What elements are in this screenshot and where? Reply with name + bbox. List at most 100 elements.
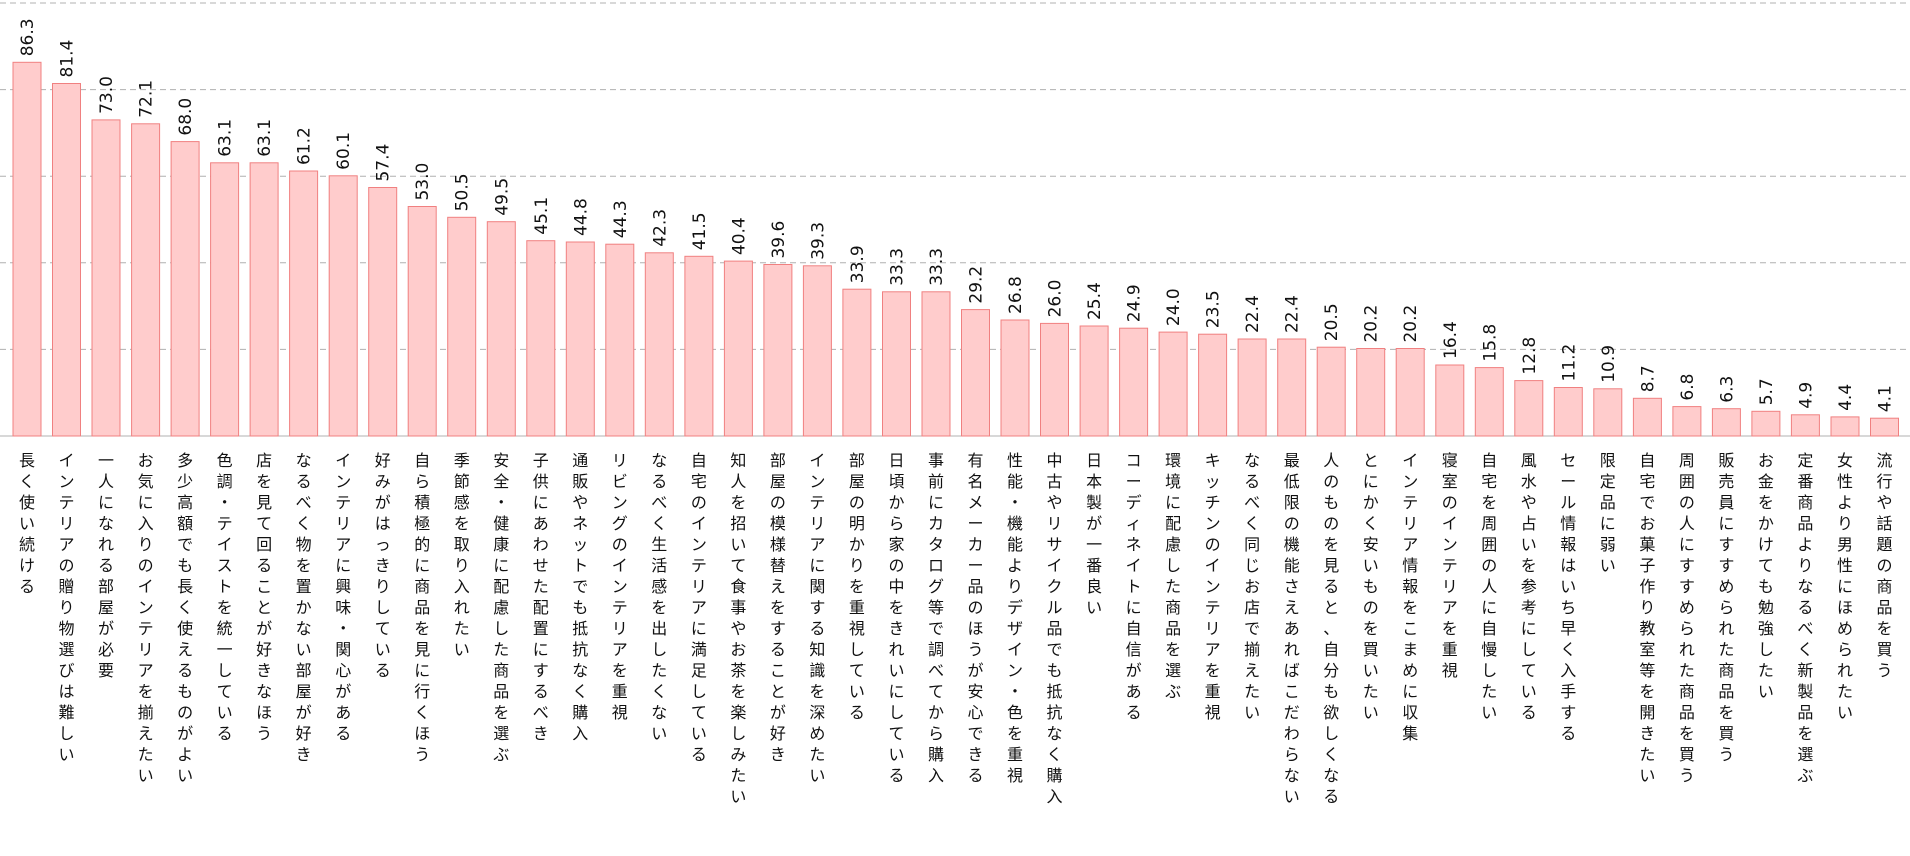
- value-label: 26.8: [1006, 276, 1026, 314]
- grid-lines: [0, 2, 1910, 437]
- value-label: 20.2: [1401, 305, 1421, 343]
- category-label: コーディネイトに自信がある: [1126, 451, 1142, 722]
- value-label: 11.2: [1559, 344, 1579, 382]
- category-label: 自宅でお菓子作り教室等を開きたい: [1639, 451, 1655, 785]
- bar: [1830, 416, 1860, 437]
- category-label: 安全・健康に配慮した商品を選ぶ: [493, 451, 509, 764]
- value-label: 63.1: [255, 119, 275, 157]
- bar: [684, 255, 714, 437]
- category-label: 多少高額でも長く使えるものがよい: [177, 451, 193, 785]
- category-label: 人のものを見ると、自分も欲しくなる: [1323, 451, 1339, 806]
- value-label: 81.4: [58, 40, 78, 78]
- category-label: 有名メーカー品のほうが安心できる: [967, 451, 983, 785]
- category-label: お金をかけても勉強したい: [1758, 451, 1774, 701]
- bar: [1356, 348, 1386, 437]
- bar: [882, 291, 911, 437]
- category-label: 色調・テイストを統一している: [217, 451, 233, 743]
- category-label: インテリアの贈り物選びは難しい: [58, 451, 74, 764]
- value-label: 42.3: [650, 209, 670, 247]
- value-label: 60.1: [334, 132, 354, 170]
- bar: [1198, 333, 1228, 437]
- bar: [802, 265, 832, 437]
- category-label: 環境に配慮した商品を選ぶ: [1165, 451, 1181, 701]
- bar: [1158, 331, 1188, 437]
- category-label: リビングのインテリアを重視: [612, 451, 628, 722]
- value-label: 39.3: [808, 222, 828, 260]
- category-label: なるべく物を置かない部屋が好き: [296, 451, 312, 764]
- category-label: 販売員にすすめられた商品を買う: [1718, 451, 1734, 764]
- category-label: 女性より男性にほめられたい: [1837, 451, 1853, 722]
- category-label: 寝室のインテリアを重視: [1442, 451, 1458, 680]
- category-label: インテリア情報をこまめに収集: [1402, 451, 1418, 743]
- bar: [1593, 388, 1623, 437]
- value-label: 6.3: [1717, 376, 1737, 403]
- bar: [1040, 322, 1069, 437]
- bar: [52, 83, 81, 437]
- category-label: 周囲の人にすすめられた商品を買う: [1679, 451, 1695, 785]
- category-label: 季節感を取り入れたい: [454, 451, 470, 659]
- bar: [565, 241, 595, 437]
- value-label: 44.8: [571, 198, 591, 236]
- bar: [1474, 367, 1504, 437]
- category-label: とにかく安いものを買いたい: [1363, 451, 1379, 722]
- category-label: 一人になれる部屋が必要: [98, 451, 114, 680]
- bar: [1079, 325, 1109, 437]
- value-label: 25.4: [1085, 282, 1105, 320]
- category-label: 長く使い続ける: [19, 451, 35, 596]
- value-label: 26.0: [1046, 280, 1066, 318]
- category-label: 通販やネットでも抵抗なく購入: [572, 451, 588, 743]
- bar: [486, 221, 516, 437]
- value-label: 63.1: [216, 119, 236, 157]
- category-label: 限定品に弱い: [1600, 451, 1616, 575]
- category-label: インテリアに関する知識を深めたい: [809, 451, 825, 785]
- category-label: 店を見て回ることが好きなほう: [256, 451, 272, 743]
- bar: [368, 187, 398, 437]
- category-label: 知人を招いて食事やお茶を楽しみたい: [730, 451, 746, 806]
- value-label: 8.7: [1638, 365, 1658, 392]
- value-label: 24.9: [1125, 284, 1145, 322]
- value-label: 24.0: [1164, 288, 1184, 326]
- value-label: 16.4: [1441, 321, 1461, 359]
- bar: [1514, 380, 1544, 437]
- bar: [1711, 408, 1741, 437]
- value-label: 23.5: [1204, 290, 1224, 328]
- value-label: 6.8: [1678, 374, 1698, 401]
- value-label: 33.3: [927, 248, 947, 286]
- bar: [249, 162, 279, 437]
- category-label: 部屋の模様替えをすることが好き: [770, 451, 786, 764]
- bar: [644, 252, 674, 437]
- category-label: インテリアに興味・関心がある: [335, 451, 351, 743]
- bar: [842, 288, 872, 437]
- bar: [1870, 417, 1899, 437]
- category-label: 定番商品よりなるべく新製品を選ぶ: [1797, 451, 1813, 785]
- category-label: セール情報はいち早く入手する: [1560, 451, 1576, 743]
- value-label: 73.0: [97, 76, 117, 114]
- category-label: 流行や話題の商品を買う: [1876, 451, 1892, 680]
- bar: [723, 260, 753, 437]
- value-label: 53.0: [413, 163, 433, 201]
- category-labels: 長く使い続ける インテリアの贈り物選びは難しい 一人になれる部屋が必要 お気に入りのイ…: [19, 451, 1893, 806]
- value-label: 4.4: [1836, 384, 1856, 411]
- value-label: 39.6: [769, 221, 789, 259]
- bar: [328, 175, 358, 437]
- value-label: 20.2: [1362, 305, 1382, 343]
- category-label: 部屋の明かりを重視している: [849, 451, 865, 722]
- bar: [289, 170, 319, 437]
- category-label: 自宅のインテリアに満足している: [691, 451, 707, 764]
- bar: [1119, 327, 1149, 437]
- value-label: 86.3: [18, 18, 38, 56]
- bar: [210, 162, 240, 437]
- value-label: 12.8: [1520, 337, 1540, 375]
- bar: [131, 123, 161, 437]
- bar: [1553, 387, 1583, 437]
- value-label: 50.5: [453, 173, 473, 211]
- bar: [1790, 414, 1820, 437]
- category-label: 事前にカタログ等で調べてから購入: [928, 451, 944, 785]
- category-label: なるべく生活感を出したくない: [651, 451, 667, 743]
- category-label: 最低限の機能さえあればこだわらない: [1284, 451, 1300, 806]
- category-label: 自ら積極的に商品を見に行くほう: [414, 451, 430, 764]
- category-label: 性能・機能よりデザイン・色を重視: [1007, 451, 1023, 785]
- bar: [91, 119, 121, 437]
- bar: [1435, 364, 1465, 437]
- value-labels: 86.3 81.4 73.0 72.1 68.0 63.1 63.1 61.2 60.1 57.4…: [18, 18, 1896, 412]
